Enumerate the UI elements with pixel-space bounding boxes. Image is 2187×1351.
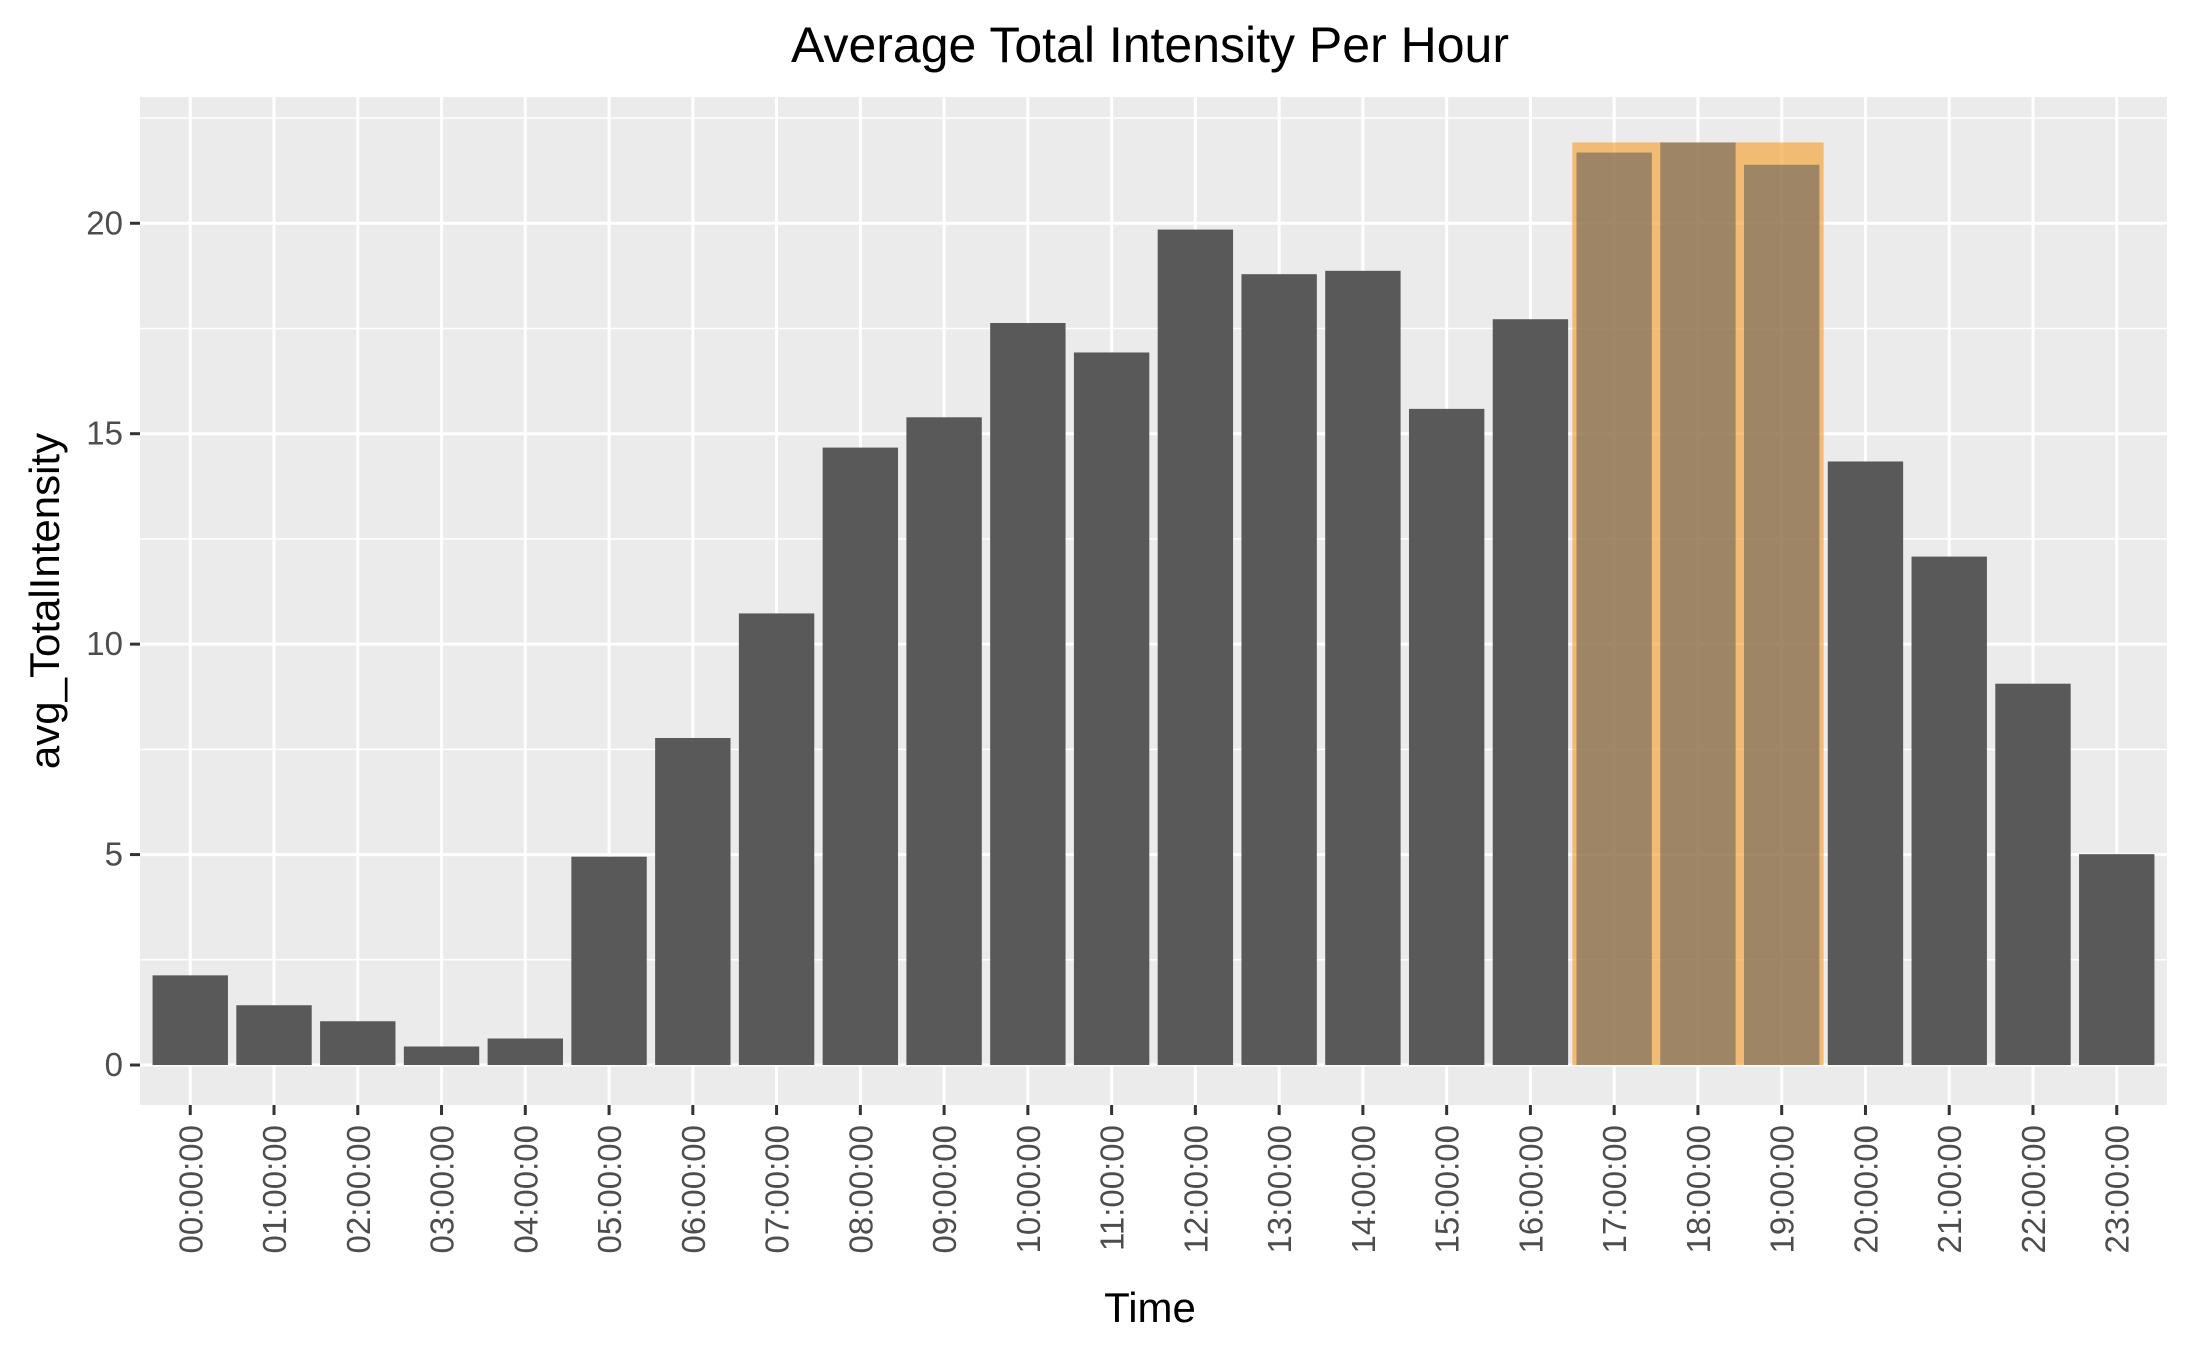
bar-06 [655, 737, 731, 1066]
x-tick-label: 19:00:00 [1764, 1125, 1801, 1253]
x-tick-label: 21:00:00 [1931, 1125, 1968, 1253]
y-tick-label: 0 [105, 1046, 123, 1083]
x-tick-label: 22:00:00 [2015, 1125, 2052, 1253]
bar-16 [1492, 319, 1569, 1066]
bar-01 [236, 1005, 312, 1066]
bar-13 [1241, 274, 1317, 1066]
x-tick-label: 06:00:00 [675, 1125, 712, 1253]
x-axis-title: Time [1104, 1284, 1196, 1331]
x-tick-label: 23:00:00 [2099, 1125, 2136, 1253]
y-tick-label: 15 [86, 415, 123, 452]
bar-22 [1995, 683, 2071, 1066]
bar-05 [571, 856, 647, 1066]
x-tick-label: 02:00:00 [340, 1125, 377, 1253]
x-tick-label: 18:00:00 [1680, 1125, 1717, 1253]
y-axis-title: avg_TotalIntensity [21, 433, 68, 769]
bar-23 [2079, 854, 2155, 1066]
x-tick-label: 07:00:00 [759, 1125, 796, 1253]
bar-09 [906, 417, 982, 1066]
bar-00 [152, 975, 228, 1066]
x-tick-label: 15:00:00 [1429, 1125, 1466, 1253]
x-tick-label: 04:00:00 [507, 1125, 544, 1253]
x-tick-label: 13:00:00 [1261, 1125, 1298, 1253]
bar-15 [1408, 408, 1485, 1066]
bar-17 [1576, 152, 1652, 1066]
bar-19 [1744, 164, 1820, 1066]
bar-07 [738, 613, 815, 1066]
bar-12 [1157, 229, 1234, 1066]
chart-title: Average Total Intensity Per Hour [791, 17, 1509, 73]
bar-10 [990, 323, 1066, 1066]
x-tick-label: 16:00:00 [1512, 1125, 1549, 1253]
x-tick-label: 20:00:00 [1847, 1125, 1884, 1253]
x-tick-label: 03:00:00 [424, 1125, 461, 1253]
x-tick-label: 05:00:00 [591, 1125, 628, 1253]
x-tick-label: 17:00:00 [1596, 1125, 1633, 1253]
bars [152, 142, 2155, 1066]
bar-11 [1073, 352, 1150, 1066]
y-axis: 0 5 10 15 20 [86, 204, 140, 1083]
y-tick-label: 10 [86, 625, 123, 662]
x-tick-label: 01:00:00 [256, 1125, 293, 1253]
y-tick-label: 20 [86, 204, 123, 241]
bar-18 [1660, 142, 1736, 1066]
bar-03 [403, 1046, 480, 1066]
x-tick-label: 11:00:00 [1094, 1125, 1131, 1251]
bar-04 [487, 1038, 563, 1066]
x-tick-label: 09:00:00 [926, 1125, 963, 1253]
x-axis: 00:00:00 01:00:00 02:00:00 03:00:00 04:00:00… [172, 1105, 2136, 1253]
x-tick-label: 00:00:00 [172, 1125, 209, 1253]
y-tick-label: 5 [105, 836, 123, 873]
bar-20 [1827, 461, 1904, 1066]
bar-02 [320, 1021, 396, 1066]
bar-08 [822, 447, 899, 1066]
x-tick-label: 10:00:00 [1010, 1125, 1047, 1253]
x-tick-label: 14:00:00 [1345, 1125, 1382, 1253]
x-tick-label: 12:00:00 [1177, 1125, 1214, 1253]
bar-21 [1911, 556, 1987, 1066]
bar-14 [1325, 270, 1401, 1066]
x-tick-label: 08:00:00 [842, 1125, 879, 1253]
